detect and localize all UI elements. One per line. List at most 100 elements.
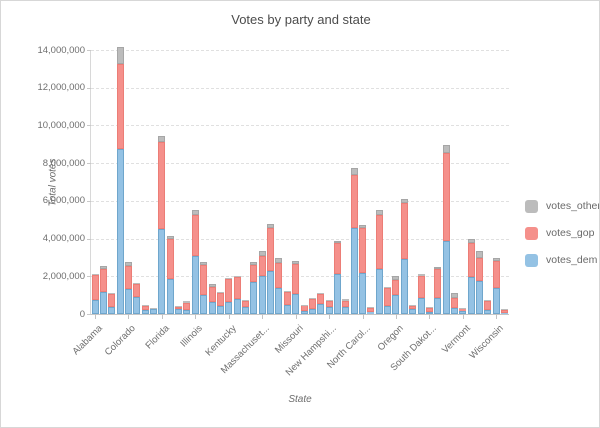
bar-votes_other-ohio[interactable] bbox=[375, 210, 383, 216]
bar-votes_dem-georgia[interactable] bbox=[166, 278, 174, 314]
bar-votes_dem-delaware[interactable] bbox=[141, 309, 149, 314]
bar-votes_dem-new-york[interactable] bbox=[350, 228, 358, 314]
bar-votes_other-mississippi[interactable] bbox=[283, 290, 291, 292]
bar-votes_gop-indiana[interactable] bbox=[200, 265, 208, 295]
bar-votes_gop-mississippi[interactable] bbox=[283, 291, 291, 305]
bar-votes_dem-montana[interactable] bbox=[300, 310, 308, 314]
bar-votes_gop-massachusetts[interactable] bbox=[258, 255, 266, 277]
bar-votes_other-iowa[interactable] bbox=[208, 284, 216, 287]
bar-votes_other-hawaii[interactable] bbox=[175, 305, 183, 307]
bar-votes_other-north-carolina[interactable] bbox=[359, 224, 367, 229]
bar-votes_gop-louisiana[interactable] bbox=[233, 277, 241, 300]
bar-votes_gop-oregon[interactable] bbox=[392, 280, 400, 296]
bar-votes_dem-wisconsin[interactable] bbox=[492, 287, 500, 314]
bar-votes_dem-illinois[interactable] bbox=[191, 255, 199, 314]
bar-votes_other-north-dakota[interactable] bbox=[367, 307, 375, 309]
bar-votes_other-delaware[interactable] bbox=[141, 305, 149, 307]
bar-votes_dem-new-hampshire[interactable] bbox=[325, 307, 333, 314]
bar-votes_other-florida[interactable] bbox=[158, 136, 166, 142]
bar-votes_dem-maryland[interactable] bbox=[250, 282, 258, 314]
bar-votes_other-louisiana[interactable] bbox=[233, 275, 241, 278]
bar-votes_gop-california[interactable] bbox=[116, 64, 124, 149]
bar-votes_other-tennessee[interactable] bbox=[434, 266, 442, 269]
bar-votes_other-vermont[interactable] bbox=[459, 308, 467, 309]
bar-votes_dem-district-of-columbia[interactable] bbox=[150, 308, 158, 314]
bar-votes_other-oregon[interactable] bbox=[392, 276, 400, 281]
bar-votes_dem-missouri[interactable] bbox=[292, 293, 300, 314]
bar-votes_gop-new-jersey[interactable] bbox=[333, 243, 341, 274]
bar-votes_dem-hawaii[interactable] bbox=[175, 308, 183, 314]
bar-votes_gop-ohio[interactable] bbox=[375, 215, 383, 269]
bar-votes_dem-ohio[interactable] bbox=[375, 268, 383, 314]
bar-votes_dem-arkansas[interactable] bbox=[108, 306, 116, 314]
bar-votes_other-new-mexico[interactable] bbox=[342, 298, 350, 301]
bar-votes_gop-vermont[interactable] bbox=[459, 308, 467, 311]
bar-votes_other-south-carolina[interactable] bbox=[417, 274, 425, 277]
bar-votes_other-new-york[interactable] bbox=[350, 168, 358, 175]
bar-votes_other-washington[interactable] bbox=[476, 251, 484, 259]
bar-votes_dem-rhode-island[interactable] bbox=[409, 309, 417, 314]
bar-votes_other-georgia[interactable] bbox=[166, 236, 174, 240]
bar-votes_dem-new-mexico[interactable] bbox=[342, 306, 350, 314]
bar-votes_other-west-virginia[interactable] bbox=[484, 300, 492, 302]
bar-votes_other-illinois[interactable] bbox=[191, 209, 199, 216]
bar-votes_dem-nevada[interactable] bbox=[317, 303, 325, 314]
bar-votes_dem-nebraska[interactable] bbox=[308, 308, 316, 314]
bar-votes_gop-south-dakota[interactable] bbox=[425, 307, 433, 312]
bar-votes_dem-maine[interactable] bbox=[241, 307, 249, 314]
bar-votes_gop-delaware[interactable] bbox=[141, 306, 149, 310]
bar-votes_gop-virginia[interactable] bbox=[467, 243, 475, 277]
bar-votes_other-arkansas[interactable] bbox=[108, 292, 116, 294]
bar-votes_gop-north-carolina[interactable] bbox=[359, 228, 367, 273]
bar-votes_gop-texas[interactable] bbox=[442, 152, 450, 241]
bar-votes_other-idaho[interactable] bbox=[183, 301, 191, 303]
bar-votes_gop-wisconsin[interactable] bbox=[492, 261, 500, 288]
bar-votes_other-missouri[interactable] bbox=[292, 261, 300, 264]
bar-votes_dem-texas[interactable] bbox=[442, 240, 450, 314]
bar-votes_other-massachusetts[interactable] bbox=[258, 251, 266, 256]
bar-votes_other-indiana[interactable] bbox=[200, 262, 208, 266]
bar-votes_gop-rhode-island[interactable] bbox=[409, 305, 417, 310]
bar-votes_gop-utah[interactable] bbox=[450, 298, 458, 309]
bar-votes_dem-south-dakota[interactable] bbox=[425, 311, 433, 314]
bar-votes_other-minnesota[interactable] bbox=[275, 258, 283, 264]
bar-votes_gop-kentucky[interactable] bbox=[225, 279, 233, 303]
bar-votes_gop-colorado[interactable] bbox=[124, 266, 132, 289]
bar-votes_dem-minnesota[interactable] bbox=[275, 288, 283, 314]
bar-votes_dem-north-dakota[interactable] bbox=[367, 312, 375, 314]
bar-votes_dem-florida[interactable] bbox=[158, 229, 166, 314]
bar-votes_dem-alabama[interactable] bbox=[91, 300, 99, 314]
bar-votes_other-maine[interactable] bbox=[241, 299, 249, 301]
bar-votes_dem-massachusetts[interactable] bbox=[258, 276, 266, 314]
bar-votes_other-district-of-columbia[interactable] bbox=[150, 307, 158, 309]
bar-votes_dem-oklahoma[interactable] bbox=[384, 306, 392, 314]
bar-votes_gop-arizona[interactable] bbox=[99, 268, 107, 293]
bar-votes_gop-nebraska[interactable] bbox=[308, 299, 316, 309]
bar-votes_other-michigan[interactable] bbox=[267, 223, 275, 229]
bar-votes_dem-california[interactable] bbox=[116, 148, 124, 314]
bar-votes_other-pennsylvania[interactable] bbox=[400, 198, 408, 203]
bar-votes_gop-north-dakota[interactable] bbox=[367, 308, 375, 313]
bar-votes_other-kentucky[interactable] bbox=[225, 277, 233, 280]
bar-votes_other-montana[interactable] bbox=[300, 304, 308, 306]
bar-votes_other-colorado[interactable] bbox=[124, 261, 132, 267]
bar-votes_dem-indiana[interactable] bbox=[200, 294, 208, 314]
bar-votes_gop-new-york[interactable] bbox=[350, 174, 358, 229]
bar-votes_other-maryland[interactable] bbox=[250, 261, 258, 265]
bar-votes_dem-north-carolina[interactable] bbox=[359, 272, 367, 314]
bar-votes_other-california[interactable] bbox=[116, 46, 124, 65]
bar-votes_other-nevada[interactable] bbox=[317, 292, 325, 295]
bar-votes_gop-tennessee[interactable] bbox=[434, 268, 442, 298]
bar-votes_gop-wyoming[interactable] bbox=[501, 309, 509, 313]
bar-votes_dem-washington[interactable] bbox=[476, 281, 484, 314]
bar-votes_other-utah[interactable] bbox=[450, 292, 458, 299]
bar-votes_dem-pennsylvania[interactable] bbox=[400, 258, 408, 314]
bar-votes_gop-new-hampshire[interactable] bbox=[325, 300, 333, 308]
bar-votes_gop-georgia[interactable] bbox=[166, 239, 174, 279]
bar-votes_gop-west-virginia[interactable] bbox=[484, 301, 492, 311]
bar-votes_gop-arkansas[interactable] bbox=[108, 293, 116, 307]
bar-votes_dem-iowa[interactable] bbox=[208, 301, 216, 314]
bar-votes_other-virginia[interactable] bbox=[467, 238, 475, 244]
bar-votes_gop-florida[interactable] bbox=[158, 141, 166, 230]
bar-votes_gop-illinois[interactable] bbox=[191, 215, 199, 256]
